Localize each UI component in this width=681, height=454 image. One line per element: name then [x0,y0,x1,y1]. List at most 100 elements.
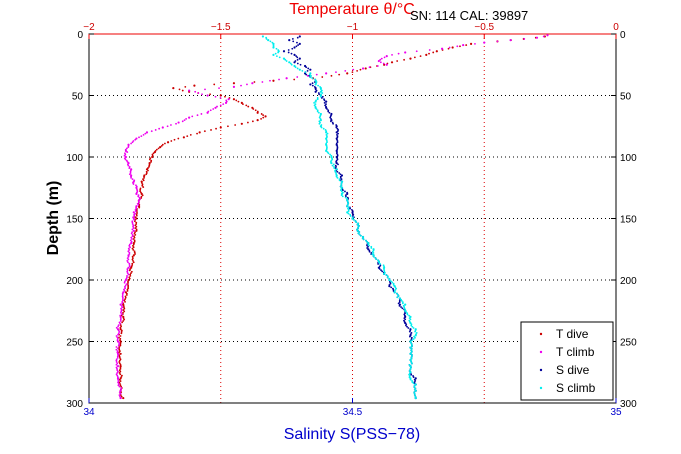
data-point [227,98,230,101]
data-point [120,387,123,389]
data-point [124,158,127,161]
data-point [413,394,416,397]
data-point [115,348,118,351]
data-point [126,275,128,277]
data-point [465,44,468,46]
data-point [197,92,200,94]
data-point [131,262,134,265]
data-point [133,236,136,239]
data-point [134,212,137,215]
data-point [118,391,121,394]
data-point [371,253,374,256]
data-point [378,268,381,270]
data-point [131,258,134,261]
data-point [132,183,135,185]
data-point [122,317,125,320]
data-point [291,47,294,50]
data-point [370,247,373,249]
data-point [318,93,321,96]
data-point [124,284,127,287]
y-tick-label-left: 200 [66,276,83,287]
data-point [129,246,131,249]
data-point [285,77,288,80]
data-point [287,49,290,51]
data-point [214,106,217,109]
data-point [120,395,123,398]
data-point [340,194,343,197]
data-point [127,284,130,287]
data-point [346,211,349,214]
data-point [166,125,169,128]
legend-label-s-climb: S climb [556,381,596,395]
data-point [410,324,413,327]
data-point [347,210,350,213]
data-point [351,71,354,74]
data-point [209,93,211,96]
data-point [413,386,416,388]
data-point [396,296,399,299]
data-point [284,58,287,61]
data-point [346,205,349,208]
data-point [469,42,473,45]
data-point [322,127,325,130]
data-point [123,288,125,291]
data-point [414,334,417,337]
data-point [119,396,122,400]
data-point [412,338,415,340]
data-point [411,339,414,342]
data-point [409,57,412,60]
data-point [126,276,128,279]
data-point [398,304,401,307]
data-point [409,346,412,349]
data-point [123,310,126,313]
data-point [305,73,308,76]
data-point [307,67,310,70]
series-t-climb [115,34,549,400]
data-point [315,108,318,110]
data-point [119,311,122,314]
data-point [391,281,394,284]
data-point [120,332,123,335]
data-point [372,252,375,254]
data-point [132,225,134,228]
data-point [278,56,281,59]
data-point [196,114,199,117]
data-point [448,46,451,49]
data-point [153,150,156,154]
data-point [128,262,131,265]
data-point [115,335,118,337]
bottom-x-tick-label: 34.5 [343,407,363,418]
data-point [462,43,465,47]
data-point [128,173,131,176]
data-point [115,373,118,376]
data-point [121,302,124,305]
data-point [338,172,341,174]
data-point [261,81,264,83]
data-point [321,76,324,78]
data-point [140,135,143,137]
data-point [123,318,126,321]
data-point [219,94,222,97]
data-point [535,36,539,39]
data-point [325,131,328,134]
data-point [404,51,407,54]
data-point [335,131,338,134]
data-point [126,269,129,272]
data-point [381,270,384,273]
data-point [132,246,135,249]
data-point [364,67,367,70]
data-point [319,95,322,98]
data-point [296,56,299,59]
data-point [135,223,138,225]
data-point [128,244,131,247]
data-point [170,140,173,142]
data-point [185,117,188,120]
data-point [119,337,122,340]
data-point [123,299,126,302]
data-point [400,306,402,308]
data-point [118,359,121,362]
data-point [121,294,124,296]
data-point [120,385,122,388]
data-point [117,384,120,387]
data-point [377,263,380,265]
